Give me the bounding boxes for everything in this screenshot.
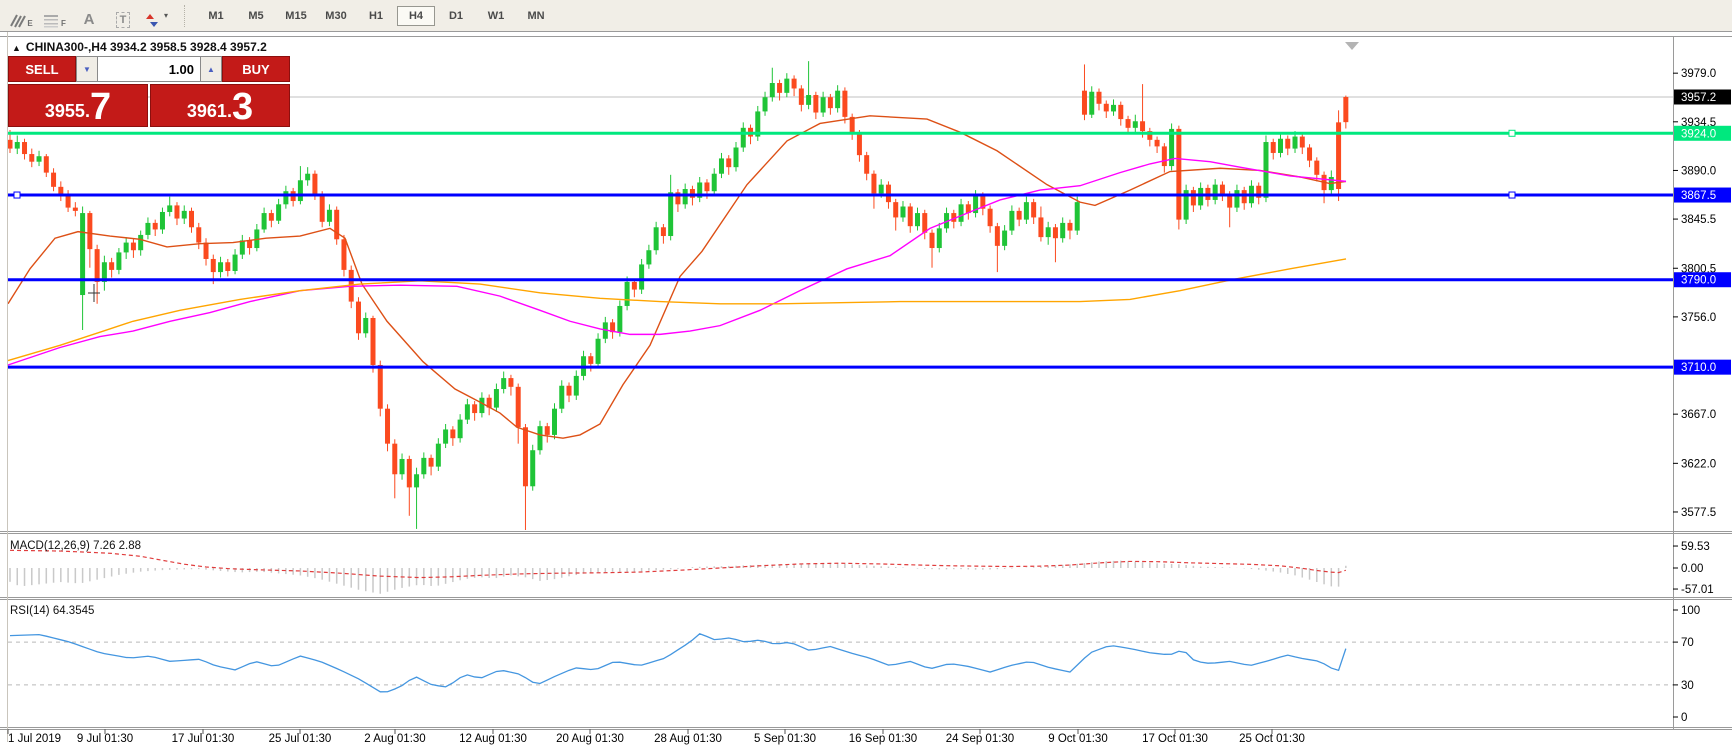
chart-area[interactable]: MACD(12,26,9) 7.26 2.88 RSI(14) 64.3545 39…: [0, 32, 1732, 749]
svg-text:16 Sep 01:30: 16 Sep 01:30: [849, 733, 917, 745]
sell-price-display[interactable]: 3955. 7: [8, 84, 148, 127]
icon-sub-label: E: [27, 18, 33, 28]
crosshair-marker: [88, 284, 100, 302]
toolbar-separator: [184, 4, 186, 27]
trade-controls-row: SELL ▼ ▲ BUY: [8, 56, 290, 82]
tf-button-d1[interactable]: D1: [448, 9, 464, 22]
grid-glyph: [44, 14, 59, 27]
svg-text:3577.5: 3577.5: [1681, 507, 1716, 519]
sell-button[interactable]: SELL: [8, 56, 76, 82]
svg-text:70: 70: [1681, 637, 1694, 649]
svg-text:25 Oct 01:30: 25 Oct 01:30: [1239, 733, 1305, 745]
svg-text:3790.0: 3790.0: [1681, 275, 1716, 287]
hline-3867.5[interactable]: [8, 191, 1673, 199]
svg-text:30: 30: [1681, 680, 1694, 692]
sell-price-main: 3955: [44, 101, 85, 121]
volume-decrease-button[interactable]: ▼: [76, 56, 98, 82]
svg-text:100: 100: [1681, 605, 1700, 617]
svg-text:5 Sep 01:30: 5 Sep 01:30: [754, 733, 816, 745]
svg-text:3622.0: 3622.0: [1681, 458, 1716, 470]
svg-text:12 Aug 01:30: 12 Aug 01:30: [459, 733, 527, 745]
tf-button-m5[interactable]: M5: [248, 9, 264, 22]
trade-prices-row: 3955. 7 3961. 3: [8, 84, 290, 127]
svg-text:0.00: 0.00: [1681, 563, 1703, 575]
svg-text:9 Oct 01:30: 9 Oct 01:30: [1048, 733, 1107, 745]
svg-text:3957.2: 3957.2: [1681, 92, 1716, 104]
svg-text:3924.0: 3924.0: [1681, 128, 1716, 140]
icon-sub-label: F: [61, 18, 66, 28]
buy-price-main: 3961: [186, 101, 227, 121]
expert-advisors-icon[interactable]: E: [8, 4, 34, 28]
svg-text:2 Aug 01:30: 2 Aug 01:30: [364, 733, 425, 745]
svg-text:3667.0: 3667.0: [1681, 409, 1716, 421]
svg-text:1 Jul 2019: 1 Jul 2019: [8, 733, 61, 745]
macd-label: MACD(12,26,9) 7.26 2.88: [10, 540, 141, 552]
letter-t-glyph: T: [115, 11, 131, 28]
collapse-triangle-icon: ▲: [12, 43, 21, 53]
toolbar: E F A T ▾ M1 M5 M15 M30 H1 H4 D1 W1 MN: [0, 0, 1732, 32]
tf-button-h1[interactable]: H1: [368, 9, 384, 22]
arrow-objects-icon[interactable]: ▾: [144, 4, 170, 28]
hatch-glyph: [10, 14, 27, 27]
tf-button-w1[interactable]: W1: [487, 9, 505, 22]
chart-markers: [88, 42, 1359, 302]
svg-text:9 Jul 01:30: 9 Jul 01:30: [77, 733, 133, 745]
chevron-down-icon: ▾: [163, 11, 168, 20]
symbol-ohlc-text: CHINA300-,H4 3934.2 3958.5 3928.4 3957.2: [25, 40, 267, 54]
price-axis[interactable]: 3979.03934.53890.03845.53800.53756.03667…: [1673, 68, 1731, 724]
svg-text:17 Jul 01:30: 17 Jul 01:30: [172, 733, 235, 745]
time-axis[interactable]: 1 Jul 2019 9 Jul 01:30 17 Jul 01:30 25 Jul …: [7, 729, 1305, 745]
svg-text:3867.5: 3867.5: [1681, 190, 1716, 202]
svg-text:28 Aug 01:30: 28 Aug 01:30: [654, 733, 722, 745]
chart-title: ▲ CHINA300-,H4 3934.2 3958.5 3928.4 3957.…: [12, 40, 267, 54]
svg-text:3979.0: 3979.0: [1681, 68, 1716, 80]
one-click-trading-panel: SELL ▼ ▲ BUY 3955.7 3961.3: [8, 56, 290, 127]
buy-button[interactable]: BUY: [222, 56, 290, 82]
svg-text:25 Jul 01:30: 25 Jul 01:30: [269, 733, 332, 745]
letter-a-glyph: A: [83, 10, 95, 28]
buy-price-dot: .: [226, 101, 232, 121]
forecast-icon[interactable]: F: [42, 4, 68, 28]
tf-button-mn[interactable]: MN: [527, 9, 545, 22]
svg-text:17 Oct 01:30: 17 Oct 01:30: [1142, 733, 1208, 745]
tf-button-m1[interactable]: M1: [208, 9, 224, 22]
svg-text:3756.0: 3756.0: [1681, 312, 1716, 324]
rsi-label: RSI(14) 64.3545: [10, 605, 94, 617]
buy-price-display[interactable]: 3961. 3: [150, 84, 290, 127]
svg-text:20 Aug 01:30: 20 Aug 01:30: [556, 733, 624, 745]
volume-field-wrap: [98, 56, 200, 82]
buy-price-pip: 3: [231, 86, 254, 128]
svg-text:3890.0: 3890.0: [1681, 165, 1716, 177]
volume-increase-button[interactable]: ▲: [200, 56, 222, 82]
svg-text:-57.01: -57.01: [1681, 584, 1714, 596]
tf-button-m15[interactable]: M15: [285, 9, 307, 22]
timeframe-buttons: M1 M5 M15 M30 H1 H4 D1 W1 MN: [196, 5, 556, 26]
svg-text:3710.0: 3710.0: [1681, 362, 1716, 374]
hline-3924.0[interactable]: [8, 129, 1673, 137]
macd-panel: MACD(12,26,9) 7.26 2.88: [9, 540, 1347, 594]
panel-borders: [0, 32, 1732, 742]
volume-input[interactable]: [98, 57, 200, 81]
candles-layer: [7, 61, 1349, 531]
svg-text:0: 0: [1681, 712, 1687, 724]
sell-price-pip: 7: [89, 86, 112, 128]
ma-mid-line: [7, 157, 1347, 366]
arrows-glyph: [145, 13, 158, 27]
svg-text:24 Sep 01:30: 24 Sep 01:30: [946, 733, 1014, 745]
tf-button-h4[interactable]: H4: [397, 5, 435, 26]
text-object-icon[interactable]: T: [110, 4, 136, 28]
svg-text:3845.5: 3845.5: [1681, 214, 1716, 226]
down-arrow-marker: [1345, 42, 1359, 50]
ma-fast-line: [7, 115, 1347, 439]
tf-button-m30[interactable]: M30: [325, 9, 347, 22]
label-icon[interactable]: A: [76, 4, 102, 28]
rsi-panel: RSI(14) 64.3545: [8, 605, 1673, 693]
sell-price-dot: .: [84, 101, 90, 121]
svg-text:59.53: 59.53: [1681, 541, 1710, 553]
ma-slow-line: [7, 258, 1347, 362]
